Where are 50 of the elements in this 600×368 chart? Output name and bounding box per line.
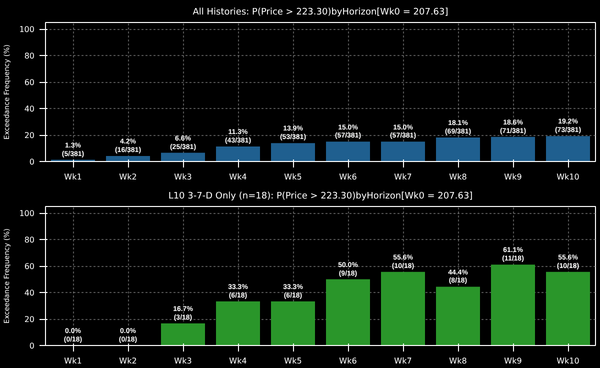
y-tick-label: 100 xyxy=(19,25,35,34)
x-tick-label: Wk9 xyxy=(504,356,522,366)
chart-title: All Histories: P(Price > 223.30)byHorizon[Wk0 = 207.63] xyxy=(192,8,448,18)
x-tick-label: Wk1 xyxy=(64,172,82,182)
chart-title: L10 3-7-D Only (n=18): P(Price > 223.30)byHorizon[Wk0 = 207.63] xyxy=(168,192,473,202)
bar xyxy=(216,301,260,346)
y-tick-label: 20 xyxy=(24,131,35,140)
bar xyxy=(546,136,590,162)
x-tick-label: Wk10 xyxy=(556,172,580,182)
bar xyxy=(381,142,425,162)
x-tick-label: Wk7 xyxy=(394,356,412,366)
bar xyxy=(326,142,370,162)
y-tick-label: 0 xyxy=(29,342,35,350)
y-tick-label: 100 xyxy=(19,209,35,218)
bar xyxy=(436,138,480,162)
x-tick-label: Wk2 xyxy=(119,172,137,182)
x-tick-label: Wk6 xyxy=(339,356,357,366)
bar xyxy=(271,143,315,162)
x-tick-label: Wk5 xyxy=(284,356,302,366)
bar xyxy=(271,301,315,346)
x-tick-label: Wk7 xyxy=(394,172,412,182)
x-tick-label: Wk3 xyxy=(174,172,192,182)
x-tick-label: Wk5 xyxy=(284,172,302,182)
x-tick-label: Wk4 xyxy=(229,356,247,366)
y-tick-label: 40 xyxy=(24,288,35,298)
y-tick-label: 20 xyxy=(24,315,35,324)
x-tick-label: Wk4 xyxy=(229,172,247,182)
y-tick-label: 80 xyxy=(24,236,35,245)
x-tick-label: Wk10 xyxy=(556,356,580,366)
y-tick-label: 40 xyxy=(24,104,35,114)
x-tick-label: Wk6 xyxy=(339,172,357,182)
x-tick-label: Wk9 xyxy=(504,172,522,182)
x-tick-label: Wk1 xyxy=(64,356,82,366)
y-tick-label: 60 xyxy=(24,262,35,272)
x-tick-label: Wk8 xyxy=(449,172,467,182)
bar xyxy=(491,264,535,346)
x-tick-label: Wk8 xyxy=(449,356,467,366)
bar xyxy=(491,136,535,162)
y-tick-label: 0 xyxy=(29,158,35,166)
bar xyxy=(381,272,425,346)
bar xyxy=(436,286,480,346)
bar xyxy=(161,323,205,346)
bar xyxy=(216,146,260,162)
x-tick-label: Wk3 xyxy=(174,356,192,366)
y-tick-label: 80 xyxy=(24,52,35,61)
bar xyxy=(161,152,205,162)
bar xyxy=(326,279,370,346)
x-tick-label: Wk2 xyxy=(119,356,137,366)
y-tick-label: 60 xyxy=(24,78,35,88)
bar xyxy=(546,272,590,346)
